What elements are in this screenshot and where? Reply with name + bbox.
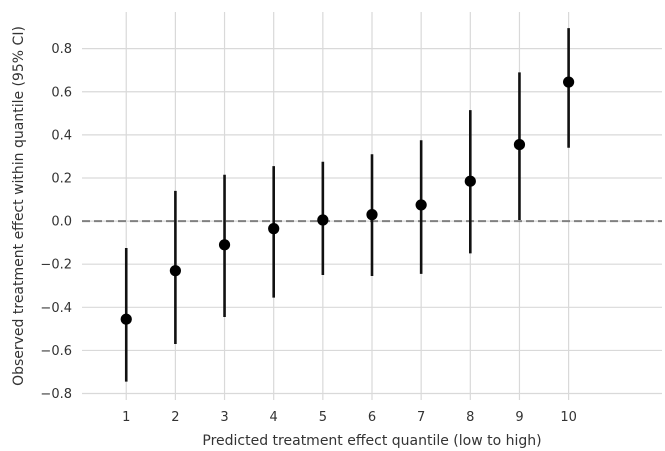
point-5 (317, 214, 329, 226)
x-tick-label-5: 5 (319, 410, 327, 425)
point-2 (169, 265, 181, 277)
data-points (120, 76, 575, 325)
x-tick-label-9: 9 (515, 410, 523, 425)
point-1 (120, 313, 132, 325)
point-7 (415, 199, 427, 211)
point-4 (268, 223, 280, 235)
x-tick-label-3: 3 (220, 410, 228, 425)
point-10 (563, 76, 575, 88)
x-tick-labels: 1 2 3 4 5 6 7 8 9 10 (122, 410, 577, 425)
y-tick-label-4: 0.0 (51, 215, 72, 230)
y-tick-label-8: 0.8 (51, 42, 72, 57)
y-tick-label-2: −0.4 (40, 301, 72, 316)
point-9 (513, 138, 526, 151)
y-tick-label-1: −0.6 (40, 344, 72, 359)
y-tick-label-3: −0.2 (40, 258, 72, 273)
point-8 (464, 175, 476, 187)
y-tick-label-5: 0.2 (51, 171, 72, 186)
y-tick-label-0: −0.8 (40, 387, 72, 402)
y-axis-title: Observed treatment effect within quantil… (11, 26, 27, 386)
x-axis-title: Predicted treatment effect quantile (low… (202, 433, 541, 449)
x-tick-label-4: 4 (270, 410, 278, 425)
point-3 (218, 239, 231, 251)
x-tick-label-6: 6 (368, 410, 376, 425)
y-tick-label-7: 0.6 (51, 85, 72, 100)
x-tick-label-7: 7 (417, 410, 425, 425)
point-6 (366, 209, 378, 221)
x-tick-label-8: 8 (466, 410, 474, 425)
x-tick-label-1: 1 (122, 410, 130, 425)
y-tick-label-6: 0.4 (51, 128, 72, 143)
x-tick-label-2: 2 (171, 410, 179, 425)
x-tick-label-10: 10 (560, 410, 577, 425)
y-tick-labels: −0.8 −0.6 −0.4 −0.2 0.0 0.2 0.4 0.6 0.8 (40, 42, 72, 402)
